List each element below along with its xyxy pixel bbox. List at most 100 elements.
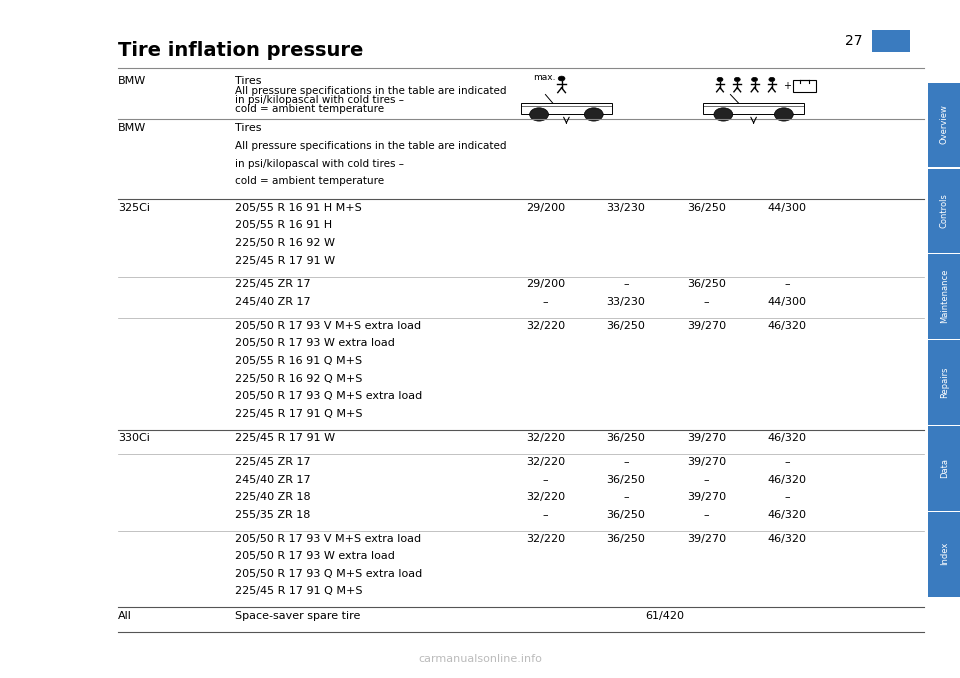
Text: 29/200: 29/200 xyxy=(526,279,564,290)
Text: All pressure specifications in the table are indicated: All pressure specifications in the table… xyxy=(235,141,507,151)
Text: max.: max. xyxy=(533,73,555,81)
Text: 255/35 ZR 18: 255/35 ZR 18 xyxy=(235,510,311,520)
Circle shape xyxy=(775,108,793,121)
Text: All: All xyxy=(118,611,132,621)
Text: 33/230: 33/230 xyxy=(607,203,645,213)
Text: 205/55 R 16 91 H: 205/55 R 16 91 H xyxy=(235,220,332,231)
Text: –: – xyxy=(623,279,629,290)
Bar xyxy=(520,103,612,115)
Bar xyxy=(928,169,960,253)
Text: 205/50 R 17 93 Q M+S extra load: 205/50 R 17 93 Q M+S extra load xyxy=(235,569,422,579)
Text: 39/270: 39/270 xyxy=(687,492,726,502)
Bar xyxy=(928,512,960,597)
Text: 205/50 R 17 93 V M+S extra load: 205/50 R 17 93 V M+S extra load xyxy=(235,534,421,544)
Text: 325Ci: 325Ci xyxy=(118,203,150,213)
Text: –: – xyxy=(784,492,790,502)
Bar xyxy=(928,340,960,425)
Text: BMW: BMW xyxy=(118,123,146,134)
Text: 205/50 R 17 93 W extra load: 205/50 R 17 93 W extra load xyxy=(235,551,396,561)
Text: 225/50 R 16 92 W: 225/50 R 16 92 W xyxy=(235,238,335,248)
Text: Tires: Tires xyxy=(235,76,262,86)
Text: 32/220: 32/220 xyxy=(526,492,564,502)
Text: –: – xyxy=(704,297,709,307)
Text: –: – xyxy=(542,510,548,520)
Text: All pressure specifications in the table are indicated: All pressure specifications in the table… xyxy=(235,86,507,96)
Text: 225/50 R 16 92 Q M+S: 225/50 R 16 92 Q M+S xyxy=(235,374,363,384)
Text: 46/320: 46/320 xyxy=(768,534,806,544)
Text: in psi/kilopascal with cold tires –: in psi/kilopascal with cold tires – xyxy=(235,95,404,105)
Circle shape xyxy=(769,77,775,81)
Text: 225/45 ZR 17: 225/45 ZR 17 xyxy=(235,279,311,290)
Text: –: – xyxy=(784,279,790,290)
Text: 46/320: 46/320 xyxy=(768,475,806,485)
Bar xyxy=(703,103,804,115)
Text: 205/55 R 16 91 H M+S: 205/55 R 16 91 H M+S xyxy=(235,203,362,213)
Text: –: – xyxy=(623,457,629,467)
Text: cold = ambient temperature: cold = ambient temperature xyxy=(235,176,384,186)
Text: 205/50 R 17 93 V M+S extra load: 205/50 R 17 93 V M+S extra load xyxy=(235,321,421,331)
Bar xyxy=(928,426,960,511)
Text: carmanualsonline.info: carmanualsonline.info xyxy=(418,654,542,664)
Text: 32/220: 32/220 xyxy=(526,321,564,331)
Circle shape xyxy=(530,108,548,121)
Text: –: – xyxy=(704,475,709,485)
Bar xyxy=(928,254,960,339)
Circle shape xyxy=(714,108,732,121)
Text: 36/250: 36/250 xyxy=(607,321,645,331)
Text: 46/320: 46/320 xyxy=(768,433,806,443)
Text: Overview: Overview xyxy=(940,104,948,144)
Text: 32/220: 32/220 xyxy=(526,457,564,467)
Text: 225/40 ZR 18: 225/40 ZR 18 xyxy=(235,492,311,502)
Text: 225/45 R 17 91 W: 225/45 R 17 91 W xyxy=(235,433,335,443)
Text: 36/250: 36/250 xyxy=(607,433,645,443)
Text: 225/45 R 17 91 Q M+S: 225/45 R 17 91 Q M+S xyxy=(235,409,363,419)
Circle shape xyxy=(717,77,723,81)
Text: 330Ci: 330Ci xyxy=(118,433,150,443)
Text: 36/250: 36/250 xyxy=(607,475,645,485)
Circle shape xyxy=(585,108,603,121)
Text: –: – xyxy=(704,510,709,520)
Bar xyxy=(872,30,910,52)
Text: 205/50 R 17 93 W extra load: 205/50 R 17 93 W extra load xyxy=(235,338,396,348)
Text: 44/300: 44/300 xyxy=(768,203,806,213)
Text: 36/250: 36/250 xyxy=(607,534,645,544)
Bar xyxy=(928,83,960,167)
Text: cold = ambient temperature: cold = ambient temperature xyxy=(235,104,384,114)
Circle shape xyxy=(734,77,740,81)
Text: Data: Data xyxy=(940,458,948,478)
Text: 46/320: 46/320 xyxy=(768,321,806,331)
Text: in psi/kilopascal with cold tires –: in psi/kilopascal with cold tires – xyxy=(235,159,404,169)
Text: 39/270: 39/270 xyxy=(687,433,726,443)
Text: 32/220: 32/220 xyxy=(526,433,564,443)
Text: 61/420: 61/420 xyxy=(645,611,684,621)
Text: 225/45 R 17 91 Q M+S: 225/45 R 17 91 Q M+S xyxy=(235,586,363,597)
Text: 44/300: 44/300 xyxy=(768,297,806,307)
Text: 36/250: 36/250 xyxy=(607,510,645,520)
Text: 225/45 R 17 91 W: 225/45 R 17 91 W xyxy=(235,256,335,266)
Circle shape xyxy=(558,76,565,81)
Text: 245/40 ZR 17: 245/40 ZR 17 xyxy=(235,475,311,485)
Text: 205/50 R 17 93 Q M+S extra load: 205/50 R 17 93 Q M+S extra load xyxy=(235,391,422,401)
Text: 27: 27 xyxy=(845,34,862,48)
Circle shape xyxy=(752,77,757,81)
Text: 245/40 ZR 17: 245/40 ZR 17 xyxy=(235,297,311,307)
Text: Tire inflation pressure: Tire inflation pressure xyxy=(118,41,364,60)
Text: +: + xyxy=(783,81,791,91)
Text: 205/55 R 16 91 Q M+S: 205/55 R 16 91 Q M+S xyxy=(235,356,362,366)
Text: 32/220: 32/220 xyxy=(526,534,564,544)
Text: Controls: Controls xyxy=(940,193,948,228)
Text: 39/270: 39/270 xyxy=(687,321,726,331)
Text: –: – xyxy=(542,475,548,485)
Text: 39/270: 39/270 xyxy=(687,457,726,467)
Bar xyxy=(793,81,816,92)
Text: 36/250: 36/250 xyxy=(687,279,726,290)
Text: –: – xyxy=(542,297,548,307)
Text: 46/320: 46/320 xyxy=(768,510,806,520)
Text: Maintenance: Maintenance xyxy=(940,269,948,323)
Text: 29/200: 29/200 xyxy=(526,203,564,213)
Text: Space-saver spare tire: Space-saver spare tire xyxy=(235,611,361,621)
Text: Tires: Tires xyxy=(235,123,262,134)
Text: 36/250: 36/250 xyxy=(687,203,726,213)
Text: –: – xyxy=(623,492,629,502)
Text: Repairs: Repairs xyxy=(940,366,948,398)
